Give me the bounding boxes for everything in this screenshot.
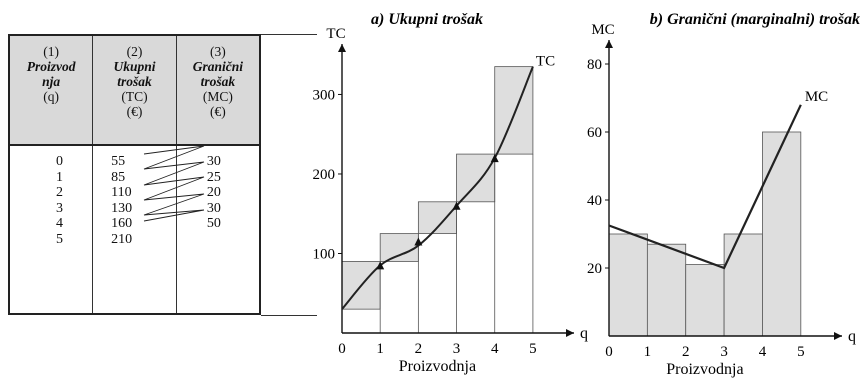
y-tick-label: 60 <box>587 125 602 141</box>
tc-point-marker <box>452 201 461 210</box>
total-cost-cell: 110 <box>111 185 132 200</box>
marginal-cost-cell: 30 <box>206 200 221 216</box>
x-axis-label: Proizvodnja <box>666 361 743 378</box>
header-mc: (3) Granični trošak (MC) (€) <box>175 34 261 146</box>
x-tick-label: 4 <box>491 341 499 357</box>
quantity-cell: 4 <box>56 216 63 231</box>
header-tc-unit: (€) <box>126 104 143 119</box>
header-mc-name-line1: Granični <box>192 59 244 74</box>
quantity-cell: 5 <box>56 231 63 247</box>
cost-increment-box <box>417 201 457 235</box>
total-cost-cell: 130 <box>111 200 133 216</box>
marginal-cost-cell: 30 <box>206 154 221 169</box>
y-tick-label: 40 <box>587 193 602 209</box>
y-axis-label: TC <box>326 26 345 42</box>
x-tick-label: 4 <box>759 344 767 360</box>
column-tc-values: 55 85 110 130 160 210 <box>92 145 177 314</box>
total-cost-chart: a) Ukupni trošak TC q Proizvodnja 0 1 2 3 4 5 100 2… <box>313 11 589 375</box>
x-tick-label: 5 <box>529 341 537 357</box>
x-tick-label: 1 <box>376 341 384 357</box>
x-axis-label: Proizvodnja <box>399 358 476 375</box>
header-q-name-line2: nja <box>42 74 61 89</box>
quantity-cell: 1 <box>56 169 63 185</box>
y-tick-label: 80 <box>587 57 602 73</box>
cost-increment-box <box>456 153 496 203</box>
header-tc-name-line1: Ukupni <box>113 59 156 74</box>
x-tick-label: 2 <box>682 344 690 360</box>
x-axis-symbol: q <box>580 325 588 342</box>
header-q: (1) Proizvod nja (q) <box>8 34 94 146</box>
header-tc: (2) Ukupni trošak (TC) (€) <box>92 34 177 146</box>
total-cost-cell: 160 <box>111 216 133 231</box>
mc-series-label: MC <box>805 89 828 105</box>
x-tick-label: 0 <box>605 344 613 360</box>
total-cost-cell: 55 <box>111 154 126 169</box>
header-mc-name-line2: trošak <box>200 74 236 89</box>
header-q-symbol: (q) <box>43 89 59 104</box>
x-tick-label: 3 <box>720 344 728 360</box>
marginal-cost-cell: 25 <box>206 169 221 185</box>
cost-increment-box <box>379 233 419 262</box>
header-tc-name-line2: trošak <box>117 74 152 89</box>
table-header-row: (1) Proizvod nja (q) (2) Ukupni trošak (… <box>8 34 261 146</box>
marginal-cost-chart: b) Granični (marginalni) trošak MC q Proizv… <box>587 11 860 378</box>
total-cost-cell: 210 <box>111 231 133 247</box>
cost-table-container: (1) Proizvod nja (q) (2) Ukupni trošak (… <box>8 34 261 315</box>
table-rule-bottom <box>261 315 317 316</box>
header-tc-number: (2) <box>126 44 143 59</box>
tc-series-label: TC <box>536 54 555 70</box>
marginal-cost-cell: 20 <box>206 185 221 200</box>
quantity-cell: 3 <box>56 200 63 216</box>
x-tick-label: 3 <box>453 341 461 357</box>
y-tick-label: 200 <box>313 167 336 183</box>
y-tick-label: 100 <box>313 246 336 262</box>
header-q-number: (1) <box>43 44 59 59</box>
x-tick-label: 0 <box>338 341 346 357</box>
header-tc-symbol: (TC) <box>121 89 148 104</box>
marginal-cost-bar <box>685 264 725 337</box>
x-tick-label: 2 <box>415 341 423 357</box>
chart-title: b) Granični (marginalni) trošak <box>650 11 860 28</box>
chart-title: a) Ukupni trošak <box>371 11 483 28</box>
marginal-cost-bar <box>723 233 763 337</box>
quantity-cell: 2 <box>56 185 63 200</box>
total-cost-cell: 85 <box>111 169 126 185</box>
header-q-name-line1: Proizvod <box>26 59 76 74</box>
y-axis-label: MC <box>591 22 614 38</box>
tc-point-marker <box>490 154 499 163</box>
x-tick-label: 1 <box>644 344 652 360</box>
x-tick-label: 5 <box>797 344 805 360</box>
tc-point-marker <box>376 261 385 270</box>
cost-table: (1) Proizvod nja (q) (2) Ukupni trošak (… <box>8 34 261 315</box>
marginal-cost-cell: 50 <box>206 216 221 231</box>
header-mc-number: (3) <box>210 44 226 59</box>
y-tick-label: 300 <box>313 87 336 103</box>
y-tick-label: 20 <box>587 261 602 277</box>
header-mc-unit: (€) <box>210 104 226 119</box>
x-axis-symbol: q <box>848 328 856 345</box>
marginal-cost-bar <box>762 131 802 337</box>
table-rule-top <box>261 34 317 35</box>
tc-point-marker <box>414 237 423 246</box>
marginal-cost-bar <box>608 233 648 337</box>
quantity-cell: 0 <box>56 154 63 169</box>
header-mc-symbol: (MC) <box>202 89 233 104</box>
marginal-cost-bar <box>646 243 687 337</box>
mc-line <box>608 104 802 270</box>
